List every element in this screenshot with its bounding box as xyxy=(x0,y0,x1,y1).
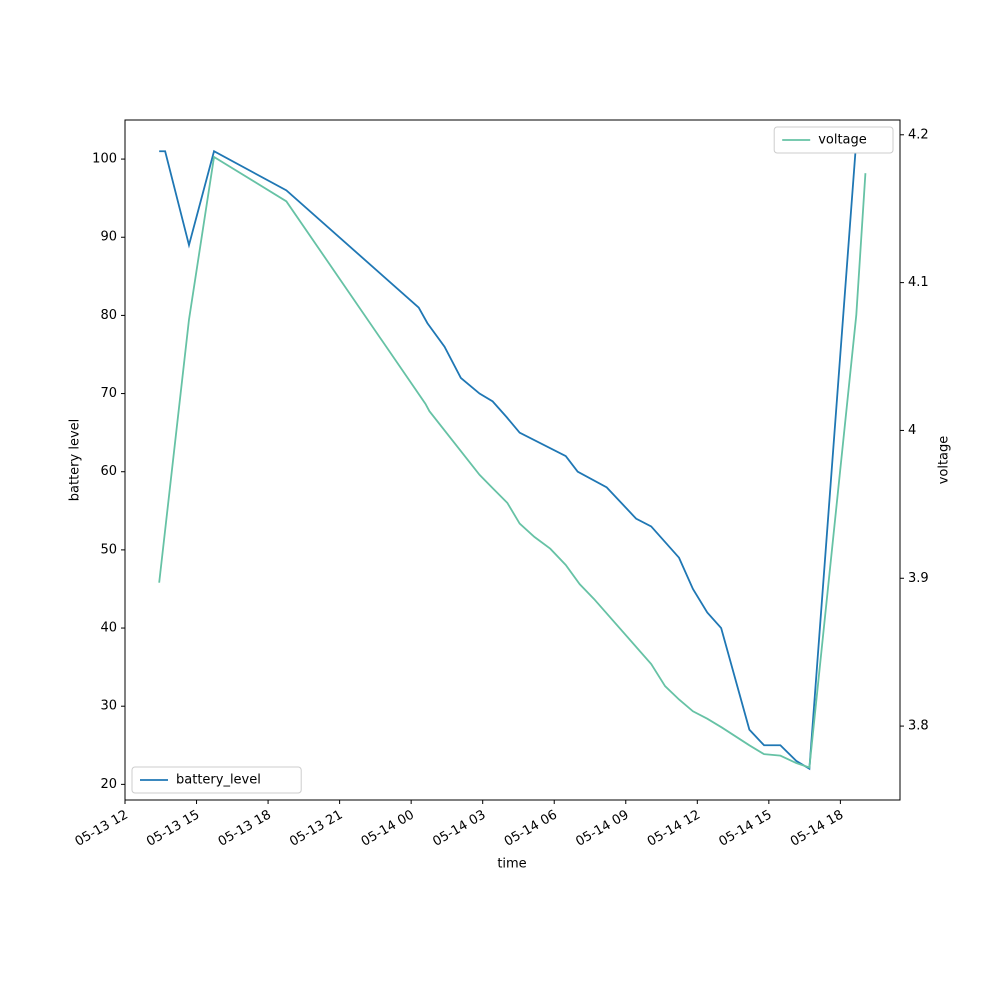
y-tick-label: 50 xyxy=(100,542,117,557)
y-tick-label: 20 xyxy=(100,777,117,792)
y-tick-label: 90 xyxy=(100,230,117,245)
legend-box xyxy=(773,126,894,154)
y-tick-label: 80 xyxy=(100,308,117,323)
y2-tick-label: 3.9 xyxy=(908,571,929,586)
series-line xyxy=(159,149,861,771)
legend-box xyxy=(131,766,302,794)
x-axis-label: time xyxy=(497,857,526,872)
y2-tick-label: 4.1 xyxy=(908,275,929,290)
y-tick-label: 60 xyxy=(100,464,117,479)
y-tick-label: 40 xyxy=(100,621,117,636)
series-line xyxy=(158,155,867,769)
legend-label: battery_level xyxy=(176,773,261,788)
legend-label: voltage xyxy=(818,133,867,148)
y2-tick-label: 4 xyxy=(908,423,916,438)
y-tick-label: 100 xyxy=(92,152,117,167)
y2-axis-label: voltage xyxy=(937,436,952,485)
y-tick-label: 30 xyxy=(100,699,117,714)
y2-tick-label: 4.2 xyxy=(908,127,929,142)
y-tick-label: 70 xyxy=(100,386,117,401)
y2-tick-label: 3.8 xyxy=(908,719,929,734)
y-axis-label: battery level xyxy=(68,419,83,502)
plot-frame xyxy=(124,119,901,801)
